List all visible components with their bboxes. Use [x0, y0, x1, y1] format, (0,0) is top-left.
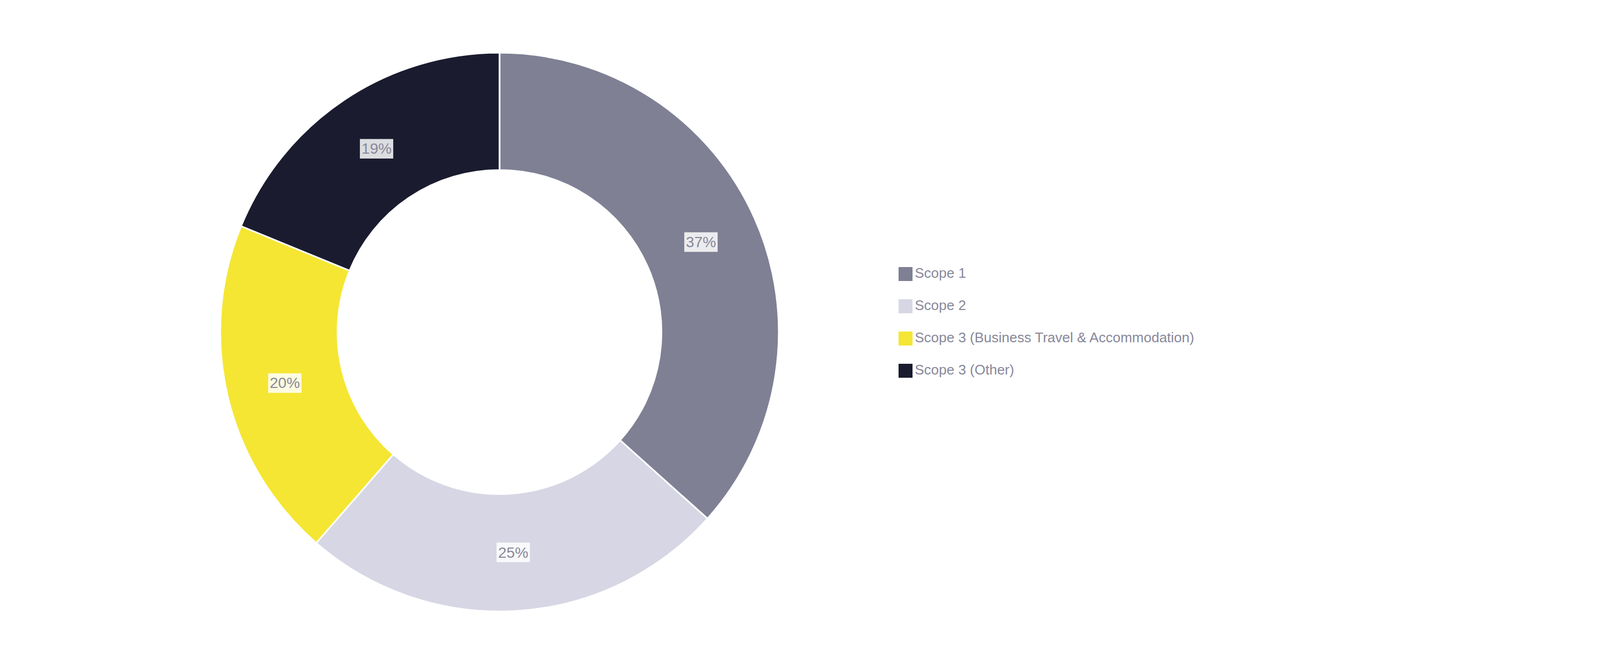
svg-text:19%: 19% — [361, 140, 392, 157]
html-text:Scope 3 (Business Travel & Acc: Scope 3 (Business Travel & Accommodation… — [914, 329, 1195, 346]
svg-text:37%: 37% — [685, 233, 716, 251]
svg-text:25%: 25% — [498, 544, 529, 561]
html-text:Scope 3 (Other): Scope 3 (Other) — [914, 361, 1015, 378]
svg-text:20%: 20% — [269, 374, 300, 392]
html-text:Scope 2: Scope 2 — [914, 297, 967, 314]
html-text:Scope 1: Scope 1 — [914, 264, 967, 281]
